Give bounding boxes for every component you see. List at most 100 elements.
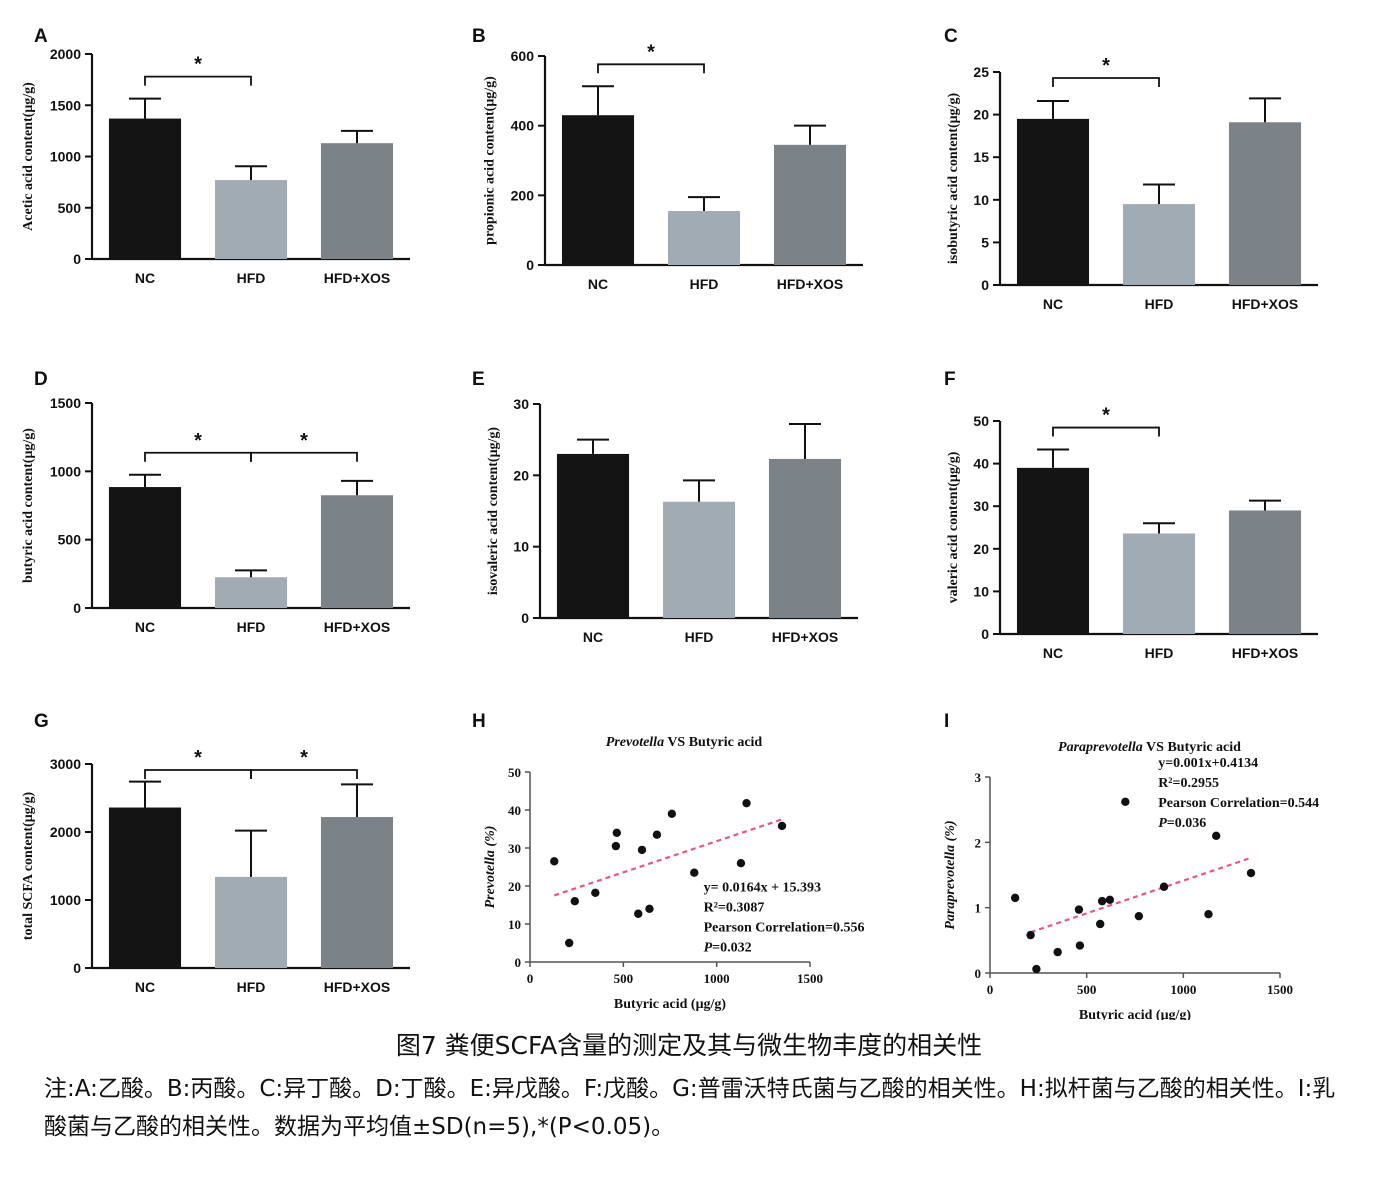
y-tick-label: 0 [981, 277, 989, 293]
y-tick-label: 2000 [50, 46, 81, 62]
significance-star: * [1102, 55, 1110, 77]
y-tick-label: 0 [73, 251, 81, 267]
data-point [667, 809, 677, 818]
bar-nc [556, 453, 630, 618]
panel-letter: B [472, 26, 486, 47]
y-axis-label: butyric acid content(μg/g) [21, 428, 36, 583]
y-axis-label: Paraprevotella (%) [943, 820, 958, 929]
data-point [1105, 895, 1115, 905]
data-point [1121, 797, 1130, 807]
panel-letter: H [472, 711, 486, 732]
y-tick-label: 200 [511, 187, 535, 203]
bar-nc [108, 118, 182, 259]
bar-hfd [214, 876, 288, 968]
y-tick-label: 500 [58, 200, 82, 216]
y-tick-label: 0 [73, 600, 81, 616]
y-tick-label: 10 [508, 917, 521, 932]
stats-annotation: y= 0.0164x + 15.393 [704, 881, 821, 896]
y-tick-label: 1500 [50, 395, 81, 411]
x-tick-label: NC [135, 979, 155, 995]
bar-hfd-xos [320, 817, 394, 968]
stats-annotation: P=0.036 [1158, 816, 1206, 831]
significance-bracket [144, 75, 252, 86]
y-axis-label: isobutyric acid content(μg/g) [946, 93, 961, 265]
data-point [634, 909, 643, 918]
y-tick-label: 3 [975, 770, 982, 785]
panel-letter: E [472, 369, 485, 390]
y-tick-label: 0 [73, 960, 81, 976]
bar-hfd [214, 180, 288, 259]
stats-annotation: R²=0.3087 [704, 901, 765, 916]
x-tick-label: HFD+XOS [1232, 645, 1299, 661]
y-tick-label: 40 [973, 456, 989, 472]
y-tick-label: 10 [973, 192, 989, 208]
panel-g: G 0 1000 2000 3000 total SCFA content(μg/g) NC… [21, 711, 410, 995]
y-tick-label: 30 [973, 498, 989, 514]
x-tick-label: HFD [237, 619, 266, 635]
data-point [742, 798, 751, 808]
panel-e: E 0 10 20 30 isovaleric acid content(μg/g) NC H… [472, 369, 858, 645]
y-tick-label: 30 [508, 841, 521, 856]
panel-b: B 0 200 400 600 propionic acid content(μg/g) N… [472, 26, 863, 292]
x-tick-label: 0 [527, 971, 534, 986]
data-point [736, 859, 746, 868]
panel-letter: F [944, 369, 956, 390]
bar-nc [1016, 467, 1090, 634]
x-tick-label: NC [1043, 296, 1063, 312]
data-point [565, 938, 574, 948]
x-tick-label: 500 [614, 971, 634, 986]
panel-letter: I [944, 711, 949, 732]
trend-line [1030, 856, 1252, 934]
bar-hfd-xos [1228, 510, 1302, 634]
panel-letter: A [34, 26, 48, 47]
panel-f: F 0 10 20 30 40 50 valeric acid content(μg/g) NC… [944, 369, 1318, 661]
y-tick-label: 1000 [50, 149, 81, 165]
x-tick-label: HFD+XOS [1232, 296, 1299, 312]
x-tick-label: HFD [237, 979, 266, 995]
data-point [1246, 868, 1256, 878]
x-tick-label: NC [1043, 645, 1063, 661]
x-tick-label: 500 [1077, 982, 1097, 997]
data-point [550, 857, 559, 866]
y-tick-label: 50 [508, 765, 521, 780]
panel-a: A 0 500 1000 1500 2000 Acetic acid content(μg/… [21, 26, 410, 286]
significance-star: * [194, 54, 202, 76]
significance-star: * [300, 430, 308, 452]
panel-letter: D [34, 369, 48, 390]
significance-bracket [250, 769, 358, 779]
bar-hfd-xos [773, 144, 847, 265]
y-tick-label: 15 [973, 149, 989, 165]
y-tick-label: 25 [973, 64, 989, 80]
data-point [1053, 947, 1062, 957]
y-tick-label: 0 [981, 626, 989, 642]
stats-annotation: Pearson Correlation=0.544 [1158, 796, 1319, 811]
bar-nc [108, 807, 182, 968]
y-tick-label: 0 [526, 257, 534, 273]
data-point [570, 897, 579, 906]
panel-letter: C [944, 26, 958, 47]
y-tick-label: 10 [513, 539, 529, 555]
x-tick-label: HFD [237, 270, 266, 286]
y-tick-label: 1000 [50, 463, 81, 479]
x-tick-label: 1500 [797, 971, 823, 986]
x-tick-label: HFD [685, 629, 714, 645]
panel-d: D 0 500 1000 1500 butyric acid content(μg/g) N… [21, 369, 410, 635]
stats-annotation: Pearson Correlation=0.556 [704, 921, 865, 936]
y-tick-label: 600 [511, 48, 535, 64]
significance-star: * [300, 747, 308, 769]
y-tick-label: 500 [58, 532, 82, 548]
significance-bracket [144, 769, 252, 779]
data-point [591, 888, 600, 898]
y-tick-label: 40 [508, 803, 521, 818]
bar-hfd-xos [320, 495, 394, 608]
y-axis-label: valeric acid content(μg/g) [946, 451, 961, 603]
bar-hfd [667, 211, 741, 265]
scatter-title: Prevotella VS Butyric acid [606, 735, 763, 750]
data-point [1212, 831, 1221, 840]
significance-bracket [1052, 426, 1160, 437]
y-tick-label: 2000 [50, 824, 81, 840]
data-point [637, 845, 647, 855]
y-tick-label: 1 [975, 901, 982, 916]
x-tick-label: HFD+XOS [777, 276, 844, 292]
